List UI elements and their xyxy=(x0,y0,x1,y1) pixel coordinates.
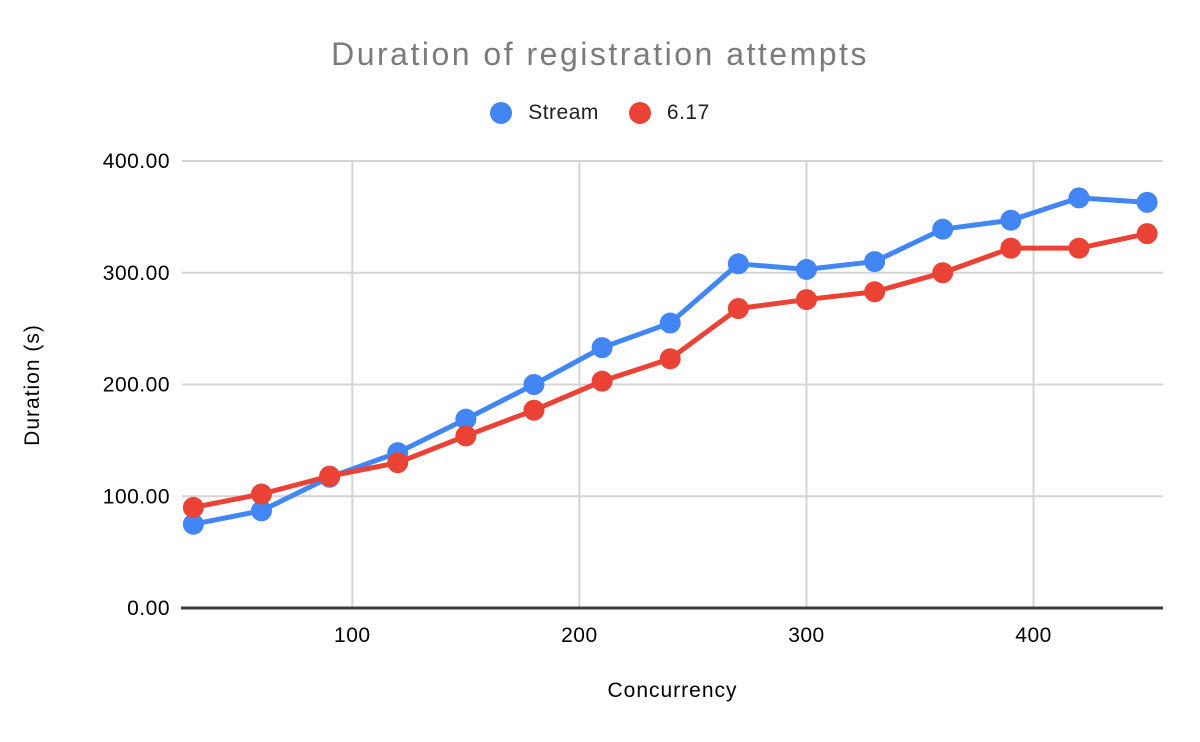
x-tick-label: 200 xyxy=(561,624,598,647)
data-point-stream xyxy=(1000,209,1022,231)
series-line-6-17 xyxy=(190,231,1150,510)
data-point-6-17 xyxy=(591,370,613,392)
data-point-stream xyxy=(455,408,477,430)
data-point-6-17 xyxy=(182,496,204,518)
data-point-6-17 xyxy=(319,465,341,487)
data-point-6-17 xyxy=(523,399,545,421)
legend-swatch-icon xyxy=(490,102,513,124)
data-point-6-17 xyxy=(1068,237,1090,259)
y-tick-label: 100.00 xyxy=(103,485,170,508)
series-6-17 xyxy=(182,223,1158,518)
data-point-stream xyxy=(659,312,681,334)
x-tick-label: 400 xyxy=(1015,624,1052,647)
legend-label: Stream xyxy=(528,101,599,124)
data-point-stream xyxy=(250,500,272,522)
x-axis-title: Concurrency xyxy=(607,679,738,702)
x-tick-label: 300 xyxy=(788,624,825,647)
data-point-6-17 xyxy=(795,289,817,311)
data-point-6-17 xyxy=(387,452,409,474)
legend-item-6-17: 6.17 xyxy=(628,101,710,125)
data-point-stream xyxy=(795,258,817,280)
data-point-stream xyxy=(727,253,749,275)
data-point-stream xyxy=(523,374,545,395)
data-point-6-17 xyxy=(864,281,886,303)
data-point-6-17 xyxy=(1000,237,1022,259)
y-tick-label: 0.00 xyxy=(127,597,170,620)
data-point-stream xyxy=(591,337,613,359)
data-point-6-17 xyxy=(727,298,749,320)
chart-title: Duration of registration attempts xyxy=(331,36,869,72)
data-point-6-17 xyxy=(659,348,681,370)
legend-label: 6.17 xyxy=(666,101,710,124)
data-point-stream xyxy=(864,251,886,273)
data-point-stream xyxy=(932,218,954,240)
data-point-stream xyxy=(182,513,204,535)
y-tick-label: 200.00 xyxy=(103,374,170,397)
y-tick-label: 400.00 xyxy=(103,150,170,173)
data-point-6-17 xyxy=(455,425,477,447)
data-point-stream xyxy=(1068,187,1090,209)
legend-item-stream: Stream xyxy=(490,101,599,125)
data-point-6-17 xyxy=(932,262,954,284)
data-point-6-17 xyxy=(250,483,272,505)
y-axis-title: Duration (s) xyxy=(21,324,44,446)
x-tick-label: 100 xyxy=(334,624,371,647)
data-point-stream xyxy=(1136,191,1158,213)
data-point-6-17 xyxy=(1136,223,1158,245)
chart-legend: Stream 6.17 xyxy=(0,99,1200,127)
legend-swatch-icon xyxy=(628,102,651,124)
y-tick-label: 300.00 xyxy=(103,262,170,285)
